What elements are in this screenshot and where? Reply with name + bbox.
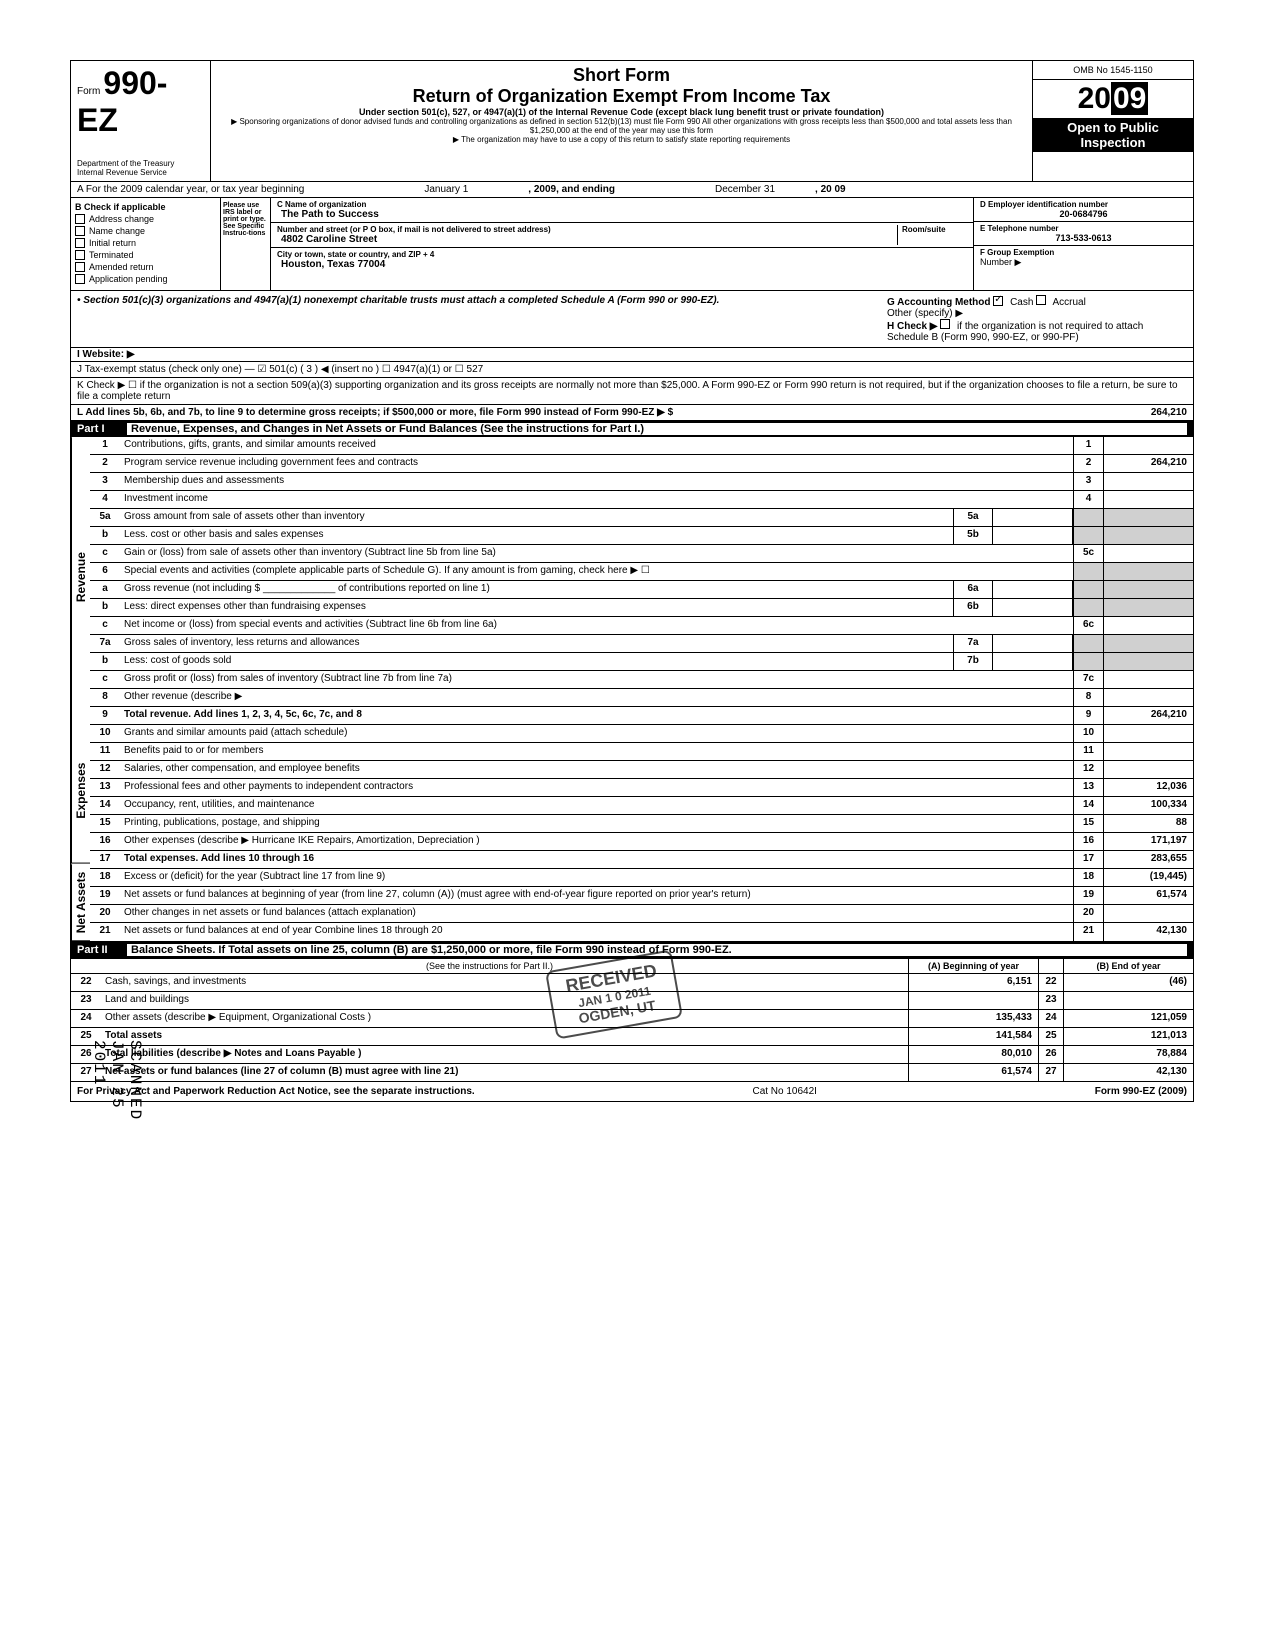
line-19: 19Net assets or fund balances at beginni… <box>90 887 1193 905</box>
header-left: Form 990-EZ Department of the Treasury I… <box>71 61 211 181</box>
line-14: 14Occupancy, rent, utilities, and mainte… <box>90 797 1193 815</box>
form-prefix: Form <box>77 86 100 97</box>
line-20: 20Other changes in net assets or fund ba… <box>90 905 1193 923</box>
ein: 20-0684796 <box>980 209 1187 219</box>
line-c: cGain or (loss) from sale of assets othe… <box>90 545 1193 563</box>
form-header: Form 990-EZ Department of the Treasury I… <box>71 61 1193 182</box>
line-b: bLess: direct expenses other than fundra… <box>90 599 1193 617</box>
section-c: C Name of organization The Path to Succe… <box>271 198 973 290</box>
form-footer: For Privacy Act and Paperwork Reduction … <box>71 1082 1193 1101</box>
p2-line-25: 25Total assets141,58425121,013 <box>71 1028 1193 1046</box>
line-c: cGross profit or (loss) from sales of in… <box>90 671 1193 689</box>
line-7a: 7aGross sales of inventory, less returns… <box>90 635 1193 653</box>
part2-col-headers: (See the instructions for Part II.) (A) … <box>71 959 1193 974</box>
line-15: 15Printing, publications, postage, and s… <box>90 815 1193 833</box>
line-16: 16Other expenses (describe ▶ Hurricane I… <box>90 833 1193 851</box>
line-11: 11Benefits paid to or for members11 <box>90 743 1193 761</box>
form-number: 990-EZ <box>77 65 167 138</box>
line-b: bLess: cost of goods sold7b <box>90 653 1193 671</box>
sponsor-text: ▶ Sponsoring organizations of donor advi… <box>221 117 1022 135</box>
line-18: 18Excess or (deficit) for the year (Subt… <box>90 869 1193 887</box>
line-l: L Add lines 5b, 6b, and 7b, to line 9 to… <box>71 405 1193 421</box>
section-a-dates: A For the 2009 calendar year, or tax yea… <box>71 182 1193 198</box>
omb-number: OMB No 1545-1150 <box>1033 61 1193 80</box>
line-a: aGross revenue (not including $ ________… <box>90 581 1193 599</box>
subtitle: Under section 501(c), 527, or 4947(a)(1)… <box>221 107 1022 117</box>
expenses-label: Expenses <box>71 718 90 864</box>
copy-text: ▶ The organization may have to use a cop… <box>221 135 1022 144</box>
scanned-stamp: SCANNED JAN 25 2011 <box>90 1040 144 1121</box>
section-501-gh: • Section 501(c)(3) organizations and 49… <box>71 291 1193 348</box>
line-3: 3Membership dues and assessments3 <box>90 473 1193 491</box>
org-city: Houston, Texas 77004 <box>281 259 434 270</box>
netassets-label: Net Assets <box>71 864 90 941</box>
lines-column: 1Contributions, gifts, grants, and simil… <box>90 437 1193 941</box>
part1-body: Revenue Expenses Net Assets 1Contributio… <box>71 437 1193 942</box>
part1-header: Part I Revenue, Expenses, and Changes in… <box>71 421 1193 437</box>
irs: Internal Revenue Service <box>77 168 204 177</box>
p2-line-22: 22Cash, savings, and investments6,15122(… <box>71 974 1193 992</box>
org-address: 4802 Caroline Street <box>281 234 897 245</box>
header-center: Short Form Return of Organization Exempt… <box>211 61 1033 181</box>
org-name: The Path to Success <box>281 209 967 220</box>
section-b: B Check if applicable Address change Nam… <box>71 198 221 290</box>
section-def: D Employer identification number 20-0684… <box>973 198 1193 290</box>
return-title: Return of Organization Exempt From Incom… <box>221 86 1022 107</box>
p2-line-23: 23Land and buildings23 <box>71 992 1193 1010</box>
line-10: 10Grants and similar amounts paid (attac… <box>90 725 1193 743</box>
line-1: 1Contributions, gifts, grants, and simil… <box>90 437 1193 455</box>
open-public: Open to Public Inspection <box>1033 118 1193 152</box>
revenue-label: Revenue <box>71 437 90 718</box>
line-12: 12Salaries, other compensation, and empl… <box>90 761 1193 779</box>
part2-header: Part II Balance Sheets. If Total assets … <box>71 942 1193 959</box>
line-21: 21Net assets or fund balances at end of … <box>90 923 1193 941</box>
p2-line-26: 26Total liabilities (describe ▶ Notes an… <box>71 1046 1193 1064</box>
please-label: Please use IRS label or print or type. S… <box>221 198 271 290</box>
p2-line-24: 24Other assets (describe ▶ Equipment, Or… <box>71 1010 1193 1028</box>
part2-lines: 22Cash, savings, and investments6,15122(… <box>71 974 1193 1082</box>
line-6: 6Special events and activities (complete… <box>90 563 1193 581</box>
line-8: 8Other revenue (describe ▶8 <box>90 689 1193 707</box>
line-17: 17Total expenses. Add lines 10 through 1… <box>90 851 1193 869</box>
line-2: 2Program service revenue including gover… <box>90 455 1193 473</box>
dept-treasury: Department of the Treasury <box>77 159 204 168</box>
line-c: cNet income or (loss) from special event… <box>90 617 1193 635</box>
short-form: Short Form <box>221 65 1022 86</box>
line-i-website: I Website: ▶ <box>71 348 1193 362</box>
line-k: K Check ▶ ☐ if the organization is not a… <box>71 378 1193 405</box>
line-9: 9Total revenue. Add lines 1, 2, 3, 4, 5c… <box>90 707 1193 725</box>
line-13: 13Professional fees and other payments t… <box>90 779 1193 797</box>
line-4: 4Investment income4 <box>90 491 1193 509</box>
line-5a: 5aGross amount from sale of assets other… <box>90 509 1193 527</box>
p2-line-27: 27Net assets or fund balances (line 27 o… <box>71 1064 1193 1082</box>
form-990ez: Form 990-EZ Department of the Treasury I… <box>70 60 1194 1102</box>
section-bcd: B Check if applicable Address change Nam… <box>71 198 1193 291</box>
line-j: J Tax-exempt status (check only one) — ☑… <box>71 362 1193 378</box>
line-b: bLess. cost or other basis and sales exp… <box>90 527 1193 545</box>
header-right: OMB No 1545-1150 2009 Open to Public Ins… <box>1033 61 1193 181</box>
phone: 713-533-0613 <box>980 233 1187 243</box>
tax-year: 2009 <box>1033 80 1193 118</box>
